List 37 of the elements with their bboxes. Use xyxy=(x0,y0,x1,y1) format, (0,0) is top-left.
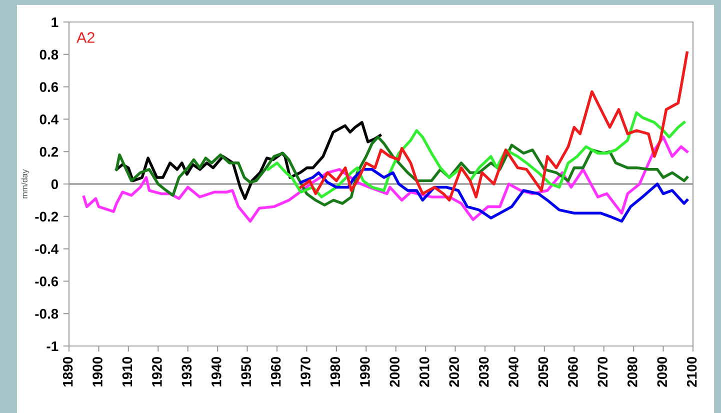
x-tick-label: 1960 xyxy=(270,356,281,386)
x-tick-label: 2010 xyxy=(419,356,430,387)
x-tick-label: 2000 xyxy=(390,356,400,387)
y-tick-label: 0.4 xyxy=(40,114,59,124)
y-tick-label: -0.2 xyxy=(35,212,58,222)
line-series xyxy=(299,168,688,223)
y-tick-label: -0.6 xyxy=(35,276,58,286)
x-tick-label: 1940 xyxy=(211,356,222,386)
x-tick-label: 2070 xyxy=(598,356,608,387)
x-tick-label: 1920 xyxy=(152,356,162,386)
x-tick-label: 2030 xyxy=(478,356,489,387)
x-tick-label: 1890 xyxy=(62,356,73,386)
x-tick-label: 1980 xyxy=(330,356,340,386)
y-tick-label: 0.2 xyxy=(40,146,58,157)
y-tick-label: -0.4 xyxy=(35,244,59,254)
x-tick-label: 2080 xyxy=(627,356,638,387)
x-tick-label: 2090 xyxy=(657,356,668,387)
y-tick-label: 0 xyxy=(51,179,58,190)
x-tick-label: 2050 xyxy=(538,356,548,387)
y-axis-title: mm/day xyxy=(21,169,30,198)
y-tick-label: 0.8 xyxy=(40,50,58,60)
x-tick-label: 1900 xyxy=(92,356,102,386)
line-series xyxy=(299,51,688,202)
x-tick-label: 2040 xyxy=(508,356,518,387)
y-tick-label: -0.8 xyxy=(35,308,58,319)
x-tick-label: 2020 xyxy=(449,356,460,387)
x-tick-label: 2100 xyxy=(686,356,697,387)
x-tick-label: 1950 xyxy=(241,356,252,386)
x-tick-label: 1970 xyxy=(300,356,310,386)
x-tick-label: 1990 xyxy=(360,356,370,386)
y-tick-label: 1 xyxy=(52,17,58,28)
y-tick-label: 0.6 xyxy=(40,82,58,92)
x-tick-label: 2060 xyxy=(568,356,578,387)
y-tick-label: -1 xyxy=(46,341,58,352)
x-tick-label: 1910 xyxy=(122,356,132,386)
annotation: A2 xyxy=(76,32,94,43)
x-tick-label: 1930 xyxy=(182,356,192,386)
